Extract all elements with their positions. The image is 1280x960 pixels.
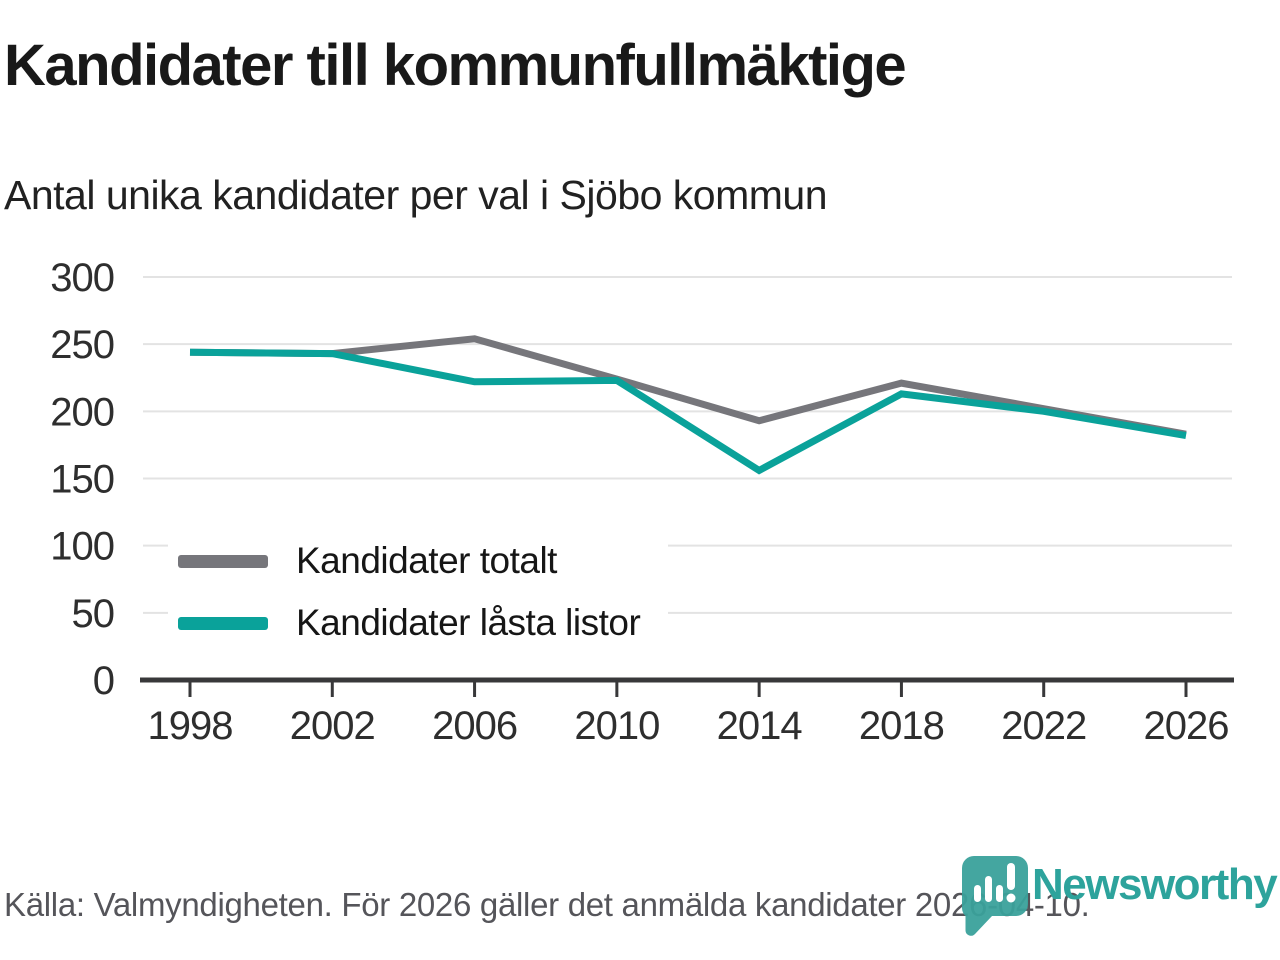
logo-barchart-glyph (974, 863, 1016, 903)
y-tick-label: 50 (72, 592, 115, 636)
y-tick-label: 300 (50, 256, 114, 300)
y-tick-label: 250 (50, 323, 114, 367)
legend-swatch-lasta-listor (178, 616, 268, 630)
x-tick-label: 2014 (717, 704, 803, 748)
legend-swatch-totalt (178, 554, 268, 568)
series-line-1 (189, 348, 1187, 475)
chart-legend: Kandidater totalt Kandidater låsta listo… (168, 532, 669, 654)
x-tick-label: 2010 (574, 704, 659, 748)
y-tick-label: 100 (50, 525, 114, 569)
newsworthy-logo: Newsworthy (962, 854, 1280, 944)
x-tick-label: 2002 (290, 704, 375, 748)
x-tick-label: 2006 (432, 704, 517, 748)
source-note: Källa: Valmyndigheten. För 2026 gäller d… (4, 886, 1090, 923)
chart-title: Kandidater till kommunfullmäktige (4, 33, 907, 98)
y-tick-label: 0 (93, 659, 114, 703)
y-tick-label: 150 (50, 458, 114, 502)
x-tick-label: 2018 (859, 704, 944, 748)
legend-label-lasta-listor: Kandidater låsta listor (296, 602, 641, 643)
legend-item-totalt: Kandidater totalt (178, 540, 640, 582)
x-tick-label: 1998 (148, 704, 233, 748)
chart-subtitle: Antal unika kandidater per val i Sjöbo k… (4, 172, 828, 218)
x-tick-label: 2026 (1144, 704, 1229, 748)
logo-bubble-shape (962, 856, 1028, 936)
newsworthy-logo-icon (962, 856, 1028, 936)
series-line-0 (189, 335, 1187, 438)
legend-item-lasta-listor: Kandidater låsta listor (178, 602, 641, 644)
legend-label-totalt: Kandidater totalt (296, 540, 557, 581)
y-tick-label: 200 (50, 390, 114, 434)
x-tick-label: 2022 (1001, 704, 1086, 748)
newsworthy-wordmark: Newsworthy (1032, 860, 1278, 909)
